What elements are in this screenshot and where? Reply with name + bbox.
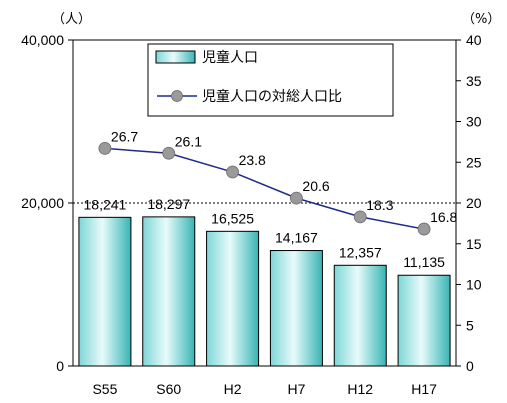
x-axis-tick-label: S55 [92, 381, 117, 397]
right-axis-tick-label: 20 [466, 195, 482, 211]
legend-swatch-marker [172, 91, 183, 102]
line-data-label: 20.6 [302, 178, 329, 194]
line-data-label: 16.8 [430, 209, 457, 225]
bar [334, 265, 386, 366]
left-axis-unit: （人） [52, 12, 91, 27]
right-axis-tick-label: 0 [466, 358, 474, 374]
x-axis-tick-label: S60 [156, 381, 181, 397]
right-axis-tick-label: 15 [466, 236, 482, 252]
bar-data-label: 18,297 [147, 196, 190, 212]
left-axis-tick-label: 0 [56, 358, 64, 374]
left-axis-tick-label: 20,000 [21, 195, 64, 211]
line-data-label: 26.7 [111, 128, 138, 144]
x-axis-tick-label: H2 [224, 381, 242, 397]
bar [398, 275, 450, 366]
right-axis-tick-label: 10 [466, 277, 482, 293]
right-axis-tick-label: 30 [466, 114, 482, 130]
bar [207, 231, 259, 366]
line-data-label: 18.3 [366, 197, 393, 213]
line-point [99, 142, 111, 154]
line-point [227, 166, 239, 178]
bar [79, 217, 131, 366]
x-axis-tick-label: H7 [287, 381, 305, 397]
bar-data-label: 14,167 [275, 230, 318, 246]
legend-label-bar: 児童人口 [202, 49, 258, 66]
line-point [163, 147, 175, 159]
x-axis-tick-label: H17 [411, 381, 437, 397]
x-axis-tick-label: H12 [347, 381, 373, 397]
bar-data-label: 16,525 [211, 210, 254, 226]
legend-swatch-bar [156, 51, 195, 63]
line-point [290, 192, 302, 204]
right-axis-tick-label: 5 [466, 317, 474, 333]
right-axis-tick-label: 35 [466, 73, 482, 89]
bar-data-label: 11,135 [403, 254, 445, 270]
line-data-label: 23.8 [239, 152, 266, 168]
line-point [418, 223, 430, 235]
legend-label-line: 児童人口の対総人口比 [202, 88, 342, 105]
bar-data-label: 12,357 [339, 244, 382, 260]
left-axis-tick-label: 40,000 [21, 32, 64, 48]
bar [143, 217, 195, 366]
bar [270, 251, 322, 366]
bar-data-label: 18,241 [84, 196, 127, 212]
line-data-label: 26.1 [175, 133, 202, 149]
right-axis-tick-label: 25 [466, 154, 482, 170]
line-point [354, 211, 366, 223]
right-axis-tick-label: 40 [466, 32, 482, 48]
right-axis-unit: （%） [462, 12, 500, 27]
